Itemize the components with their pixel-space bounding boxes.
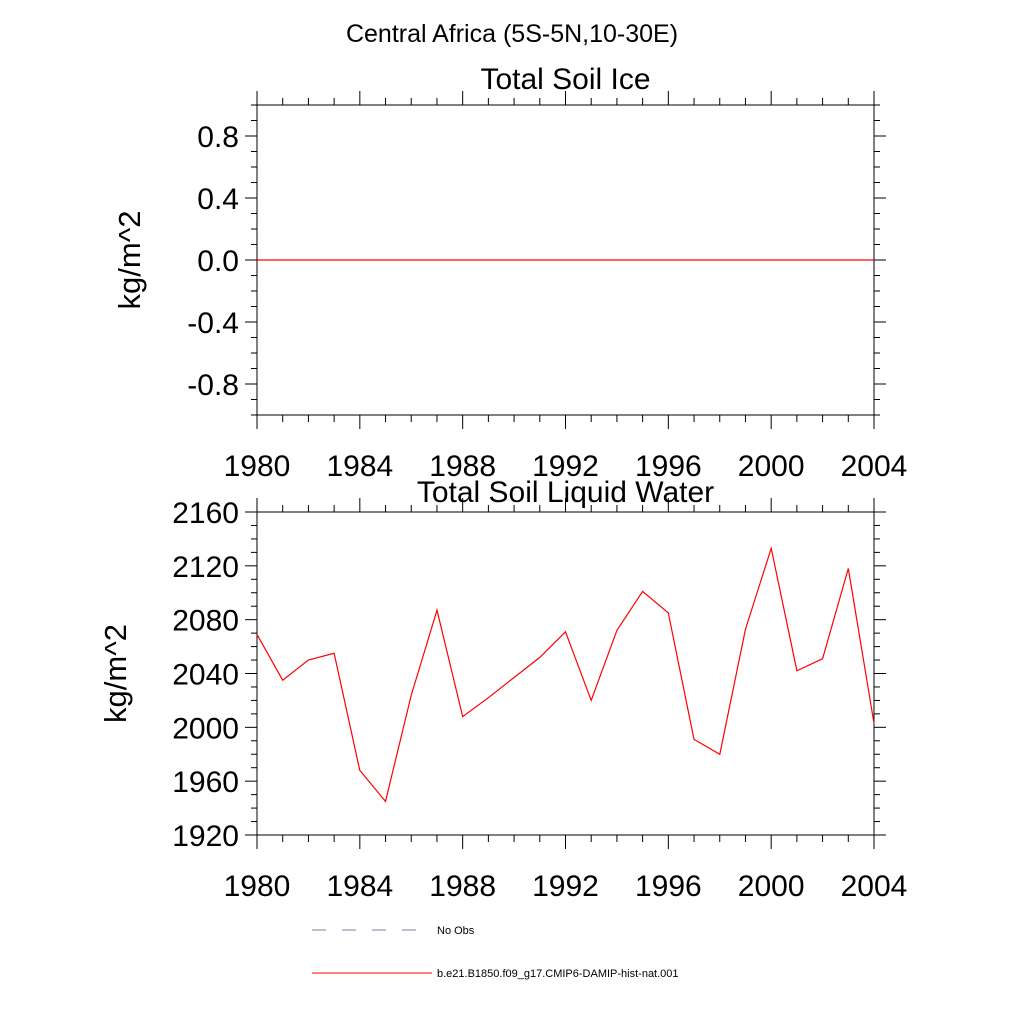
x-tick-label: 1992 [532,450,599,483]
y-tick-label: 0.0 [197,245,239,278]
y-axis-label: kg/m^2 [112,211,147,310]
panel-total-soil-ice: Total Soil Ice kg/m^2 -0.8 -0.4 0.0 0.4 0.8 198… [112,63,907,483]
legend: No Obs b.e21.B1850.f09_g17.CMIP6-DAMIP-hi… [312,925,679,980]
x-tick-label: 1992 [532,870,599,903]
x-tick-label: 1980 [224,870,291,903]
x-tick-label: 2004 [841,450,908,483]
series-line [256,545,875,803]
x-tick-label: 1996 [635,450,702,483]
x-tick-label: 2000 [738,870,805,903]
plot-frame [256,511,875,836]
y-tick-label: -0.8 [187,369,239,402]
y-tick-label: 1960 [172,766,239,799]
y-tick-label: 2040 [172,659,239,692]
y-tick-label: 2080 [172,605,239,638]
y-tick-label: 0.4 [197,183,239,216]
y-tick-label: 2000 [172,712,239,745]
x-tick-label: 2000 [738,450,805,483]
x-tick-label: 1980 [224,450,291,483]
x-tick-label: 1984 [326,870,393,903]
x-tick-label: 1988 [429,450,496,483]
y-tick-label: 2160 [172,497,239,530]
x-tick-label: 1996 [635,870,702,903]
legend-label: No Obs [437,925,475,937]
y-tick-label: 2120 [172,551,239,584]
x-tick-label: 1988 [429,870,496,903]
y-tick-label: 1920 [172,820,239,853]
x-tick-label: 1984 [326,450,393,483]
x-tick-label: 2004 [841,870,908,903]
y-tick-label: 0.8 [197,121,239,154]
legend-label: b.e21.B1850.f09_g17.CMIP6-DAMIP-hist-nat… [437,968,679,980]
chart-title: Total Soil Ice [480,63,650,96]
y-axis-label: kg/m^2 [98,624,133,723]
panel-total-soil-liquid-water: Total Soil Liquid Waterkg/m^219201960200… [98,476,907,903]
y-tick-label: -0.4 [187,307,239,340]
figure-title: Central Africa (5S-5N,10-30E) [346,20,678,48]
